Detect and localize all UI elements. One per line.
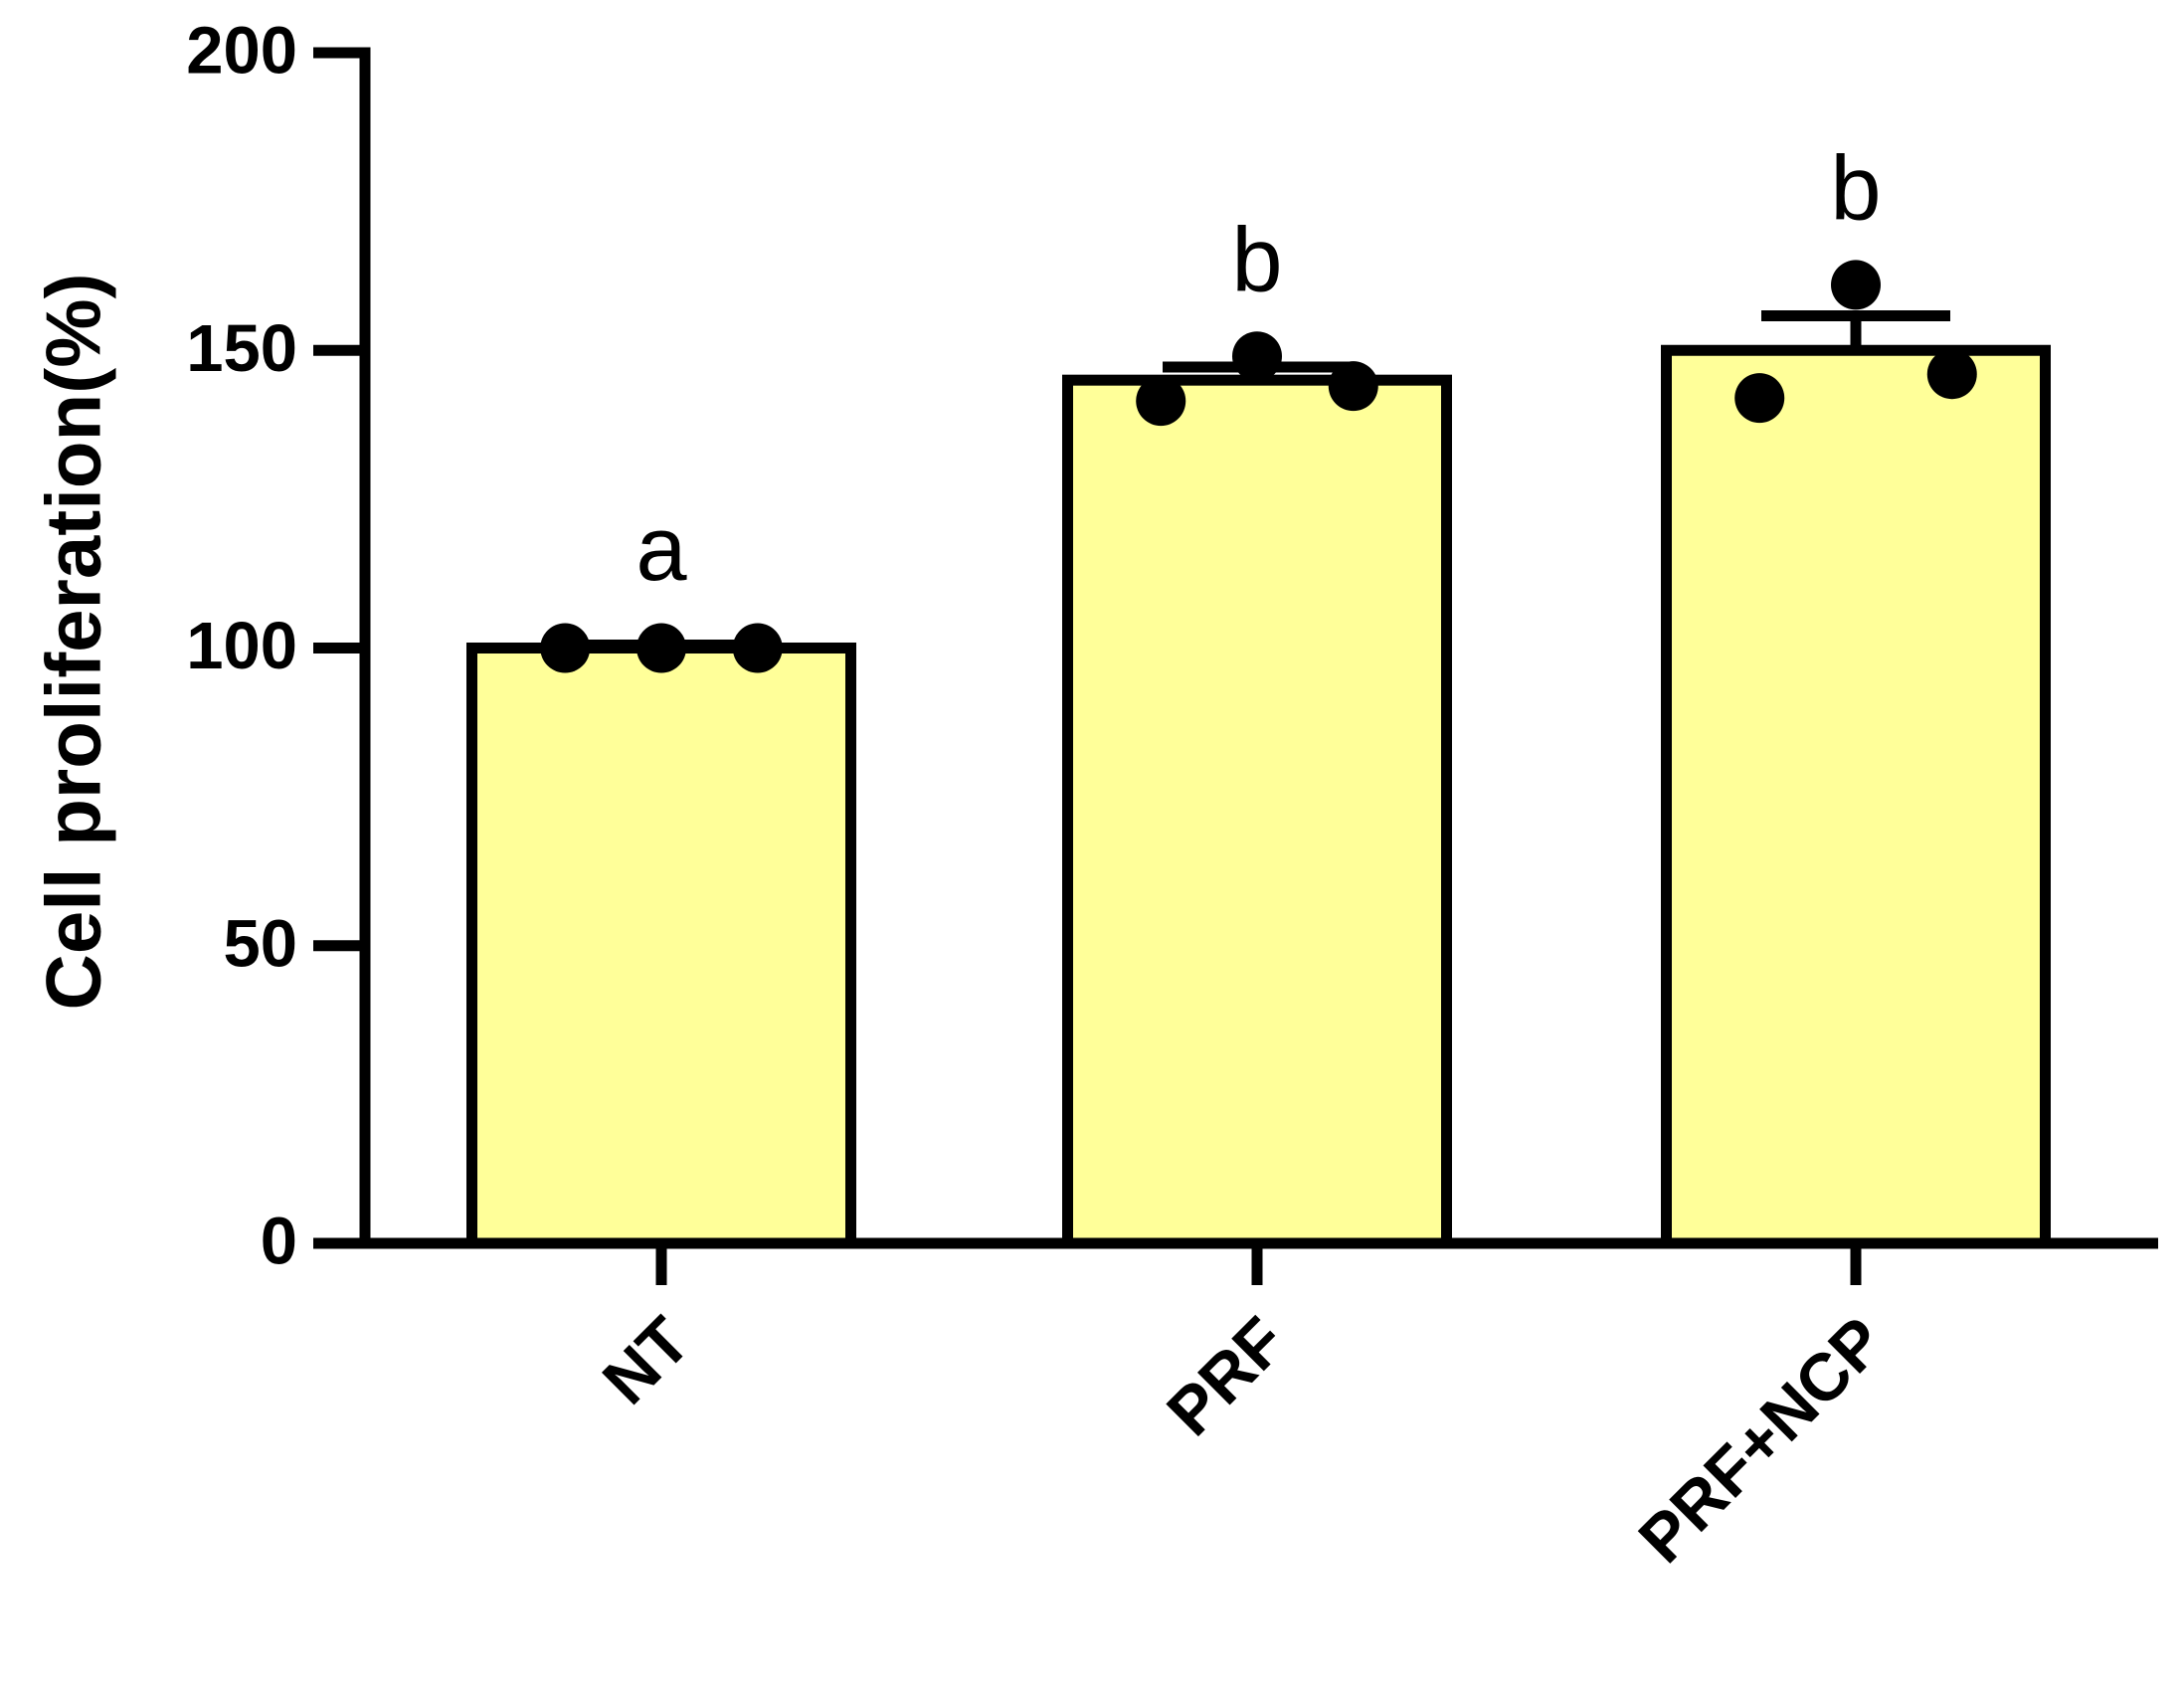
error-bar: [1761, 310, 1950, 351]
bar: [466, 643, 856, 1249]
data-point: [540, 623, 591, 673]
data-point: [637, 623, 686, 673]
data-point: [1926, 349, 1977, 400]
x-tick-label: PRF+NCP: [1625, 1303, 1899, 1577]
y-axis-title: Cell proliferation(%): [30, 273, 117, 1010]
y-tick-label: 100: [186, 609, 297, 683]
bar: [1661, 344, 2051, 1249]
x-tick-label: PRF: [1153, 1303, 1300, 1450]
data-point: [1831, 260, 1881, 310]
y-tick-label: 150: [186, 311, 297, 386]
data-point: [1136, 376, 1186, 427]
y-tick-label: 50: [223, 906, 297, 981]
significance-label: b: [1231, 210, 1282, 311]
data-point: [1734, 373, 1785, 424]
y-tick-label: 200: [186, 14, 297, 89]
data-point: [732, 623, 783, 673]
data-point: [1328, 361, 1378, 412]
bar: [1062, 374, 1452, 1249]
significance-label: b: [1830, 138, 1881, 240]
significance-label: a: [636, 498, 687, 600]
x-tick-label: NT: [589, 1303, 704, 1418]
y-tick-label: 0: [261, 1205, 297, 1279]
data-point: [1232, 331, 1282, 382]
